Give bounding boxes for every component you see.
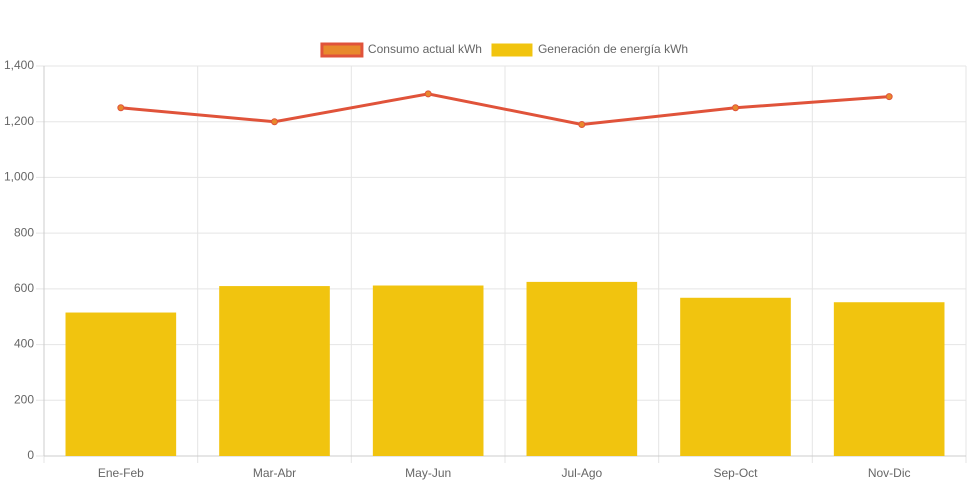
- y-tick-label: 1,200: [4, 114, 34, 128]
- x-tick-label: Mar-Abr: [253, 466, 296, 480]
- legend-label: Generación de energía kWh: [538, 42, 688, 56]
- line: [120, 92, 890, 127]
- legend-label: Consumo actual kWh: [368, 42, 482, 56]
- point: [271, 118, 278, 126]
- x-tick-label: Ene-Feb: [98, 466, 144, 480]
- bar: [65, 312, 177, 456]
- legend: Consumo actual kWh Generación de energía …: [320, 42, 688, 58]
- y-tick-label: 1,000: [4, 170, 34, 184]
- bar: [219, 286, 330, 456]
- y-tick-label: 600: [14, 281, 34, 295]
- bar: [372, 285, 484, 456]
- y-tick-label: 200: [14, 392, 34, 406]
- legend-swatch: [320, 42, 364, 58]
- point: [885, 93, 893, 101]
- y-tick-label: 1,400: [4, 58, 34, 72]
- x-tick-label: Nov-Dic: [868, 466, 911, 480]
- point: [424, 90, 432, 98]
- x-tick-label: May-Jun: [405, 466, 451, 480]
- x-tick-label: Jul-Ago: [561, 466, 602, 480]
- point: [578, 121, 586, 128]
- y-tick-label: 800: [14, 225, 34, 239]
- y-tick-label: 0: [27, 448, 34, 462]
- bar: [680, 297, 791, 456]
- x-tick-label: Sep-Oct: [713, 466, 758, 480]
- bar: [833, 302, 945, 456]
- y-tick-label: 400: [14, 337, 34, 351]
- bar: [526, 281, 638, 456]
- legend-swatch: [491, 43, 533, 57]
- point: [732, 104, 739, 112]
- point: [117, 104, 125, 112]
